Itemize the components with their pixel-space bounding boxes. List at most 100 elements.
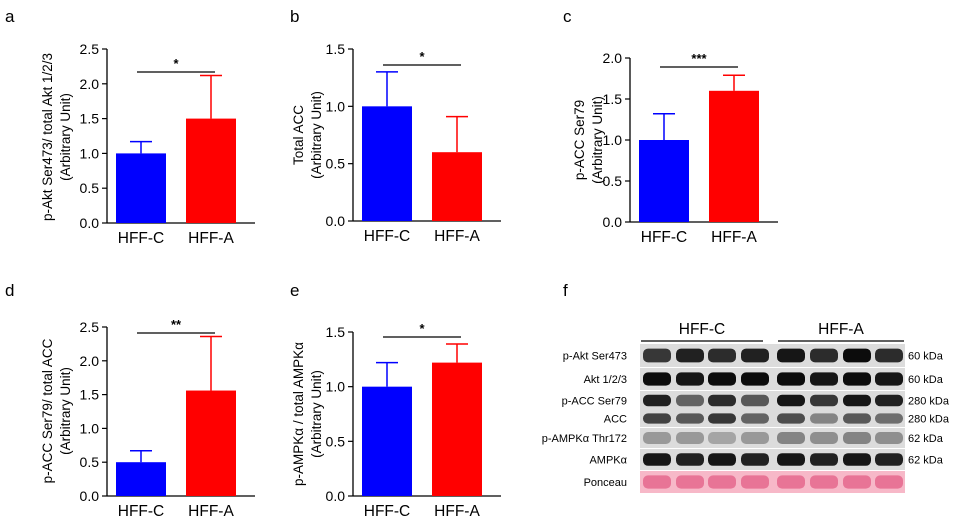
bar-hff-c <box>362 386 412 496</box>
y-axis-label: (Arbitrary Unit) <box>309 91 324 179</box>
blot-band <box>810 348 838 363</box>
blot-band <box>875 394 903 407</box>
chart-panel-d: d 0.0 0.5 1.0 1.5 2.0 2.5 p-ACC Ser79/ total AC… <box>5 281 255 520</box>
blot-band <box>708 432 736 444</box>
chart-panel-b: b 0.0 0.5 1.0 1.5 Total ACC (Arbitrary Unit) HF… <box>290 7 501 245</box>
blot-band <box>643 413 671 424</box>
y-tick-label: 0.5 <box>80 454 100 470</box>
blot-band <box>843 453 871 466</box>
significance-marker: ** <box>171 317 182 332</box>
y-axis-label: (Arbitrary Unit) <box>58 367 73 455</box>
blot-band <box>676 475 704 489</box>
chart-panel-e: e 0.0 0.5 1.0 1.5 p-AMPKα / total AMPKα (Arbit… <box>290 281 501 520</box>
blot-strip <box>640 449 905 470</box>
blot-band <box>741 348 769 363</box>
bar-hff-a <box>709 90 759 222</box>
blot-band <box>708 394 736 407</box>
y-axis-label: p-Akt Ser473/ total Akt 1/2/3 <box>40 53 55 221</box>
bar-hff-c <box>362 106 412 221</box>
y-tick-label: 1.5 <box>326 324 346 340</box>
blot-band <box>777 394 805 407</box>
blot-band <box>843 394 871 407</box>
blot-band <box>875 348 903 363</box>
y-axis-label: (Arbitrary Unit) <box>590 96 605 184</box>
y-tick-label: 1.0 <box>326 379 346 395</box>
bar-hff-a <box>186 390 236 496</box>
y-tick-label: 1.0 <box>603 132 623 148</box>
blot-row-label: Akt 1/2/3 <box>584 374 627 386</box>
y-tick-label: 0.0 <box>603 214 623 230</box>
blot-kda-label: 280 kDa <box>908 414 950 426</box>
blot-row-label: p-Akt Ser473 <box>563 351 627 363</box>
y-axis-label: p-ACC Ser79 <box>572 100 587 180</box>
y-tick-label: 2.0 <box>80 353 100 369</box>
blot-band <box>643 394 671 407</box>
significance-marker: * <box>419 49 425 64</box>
blot-band <box>810 394 838 407</box>
y-tick-label: 0.0 <box>326 488 346 504</box>
blot-band <box>777 475 805 489</box>
y-tick-label: 1.0 <box>80 145 100 161</box>
blot-band <box>875 432 903 444</box>
y-axis-label: (Arbitrary Unit) <box>309 370 324 458</box>
blot-band <box>741 372 769 386</box>
blot-group-label: HFF-A <box>818 321 864 338</box>
blot-row-label: p-AMPKα Thr172 <box>542 433 627 445</box>
blot-band <box>777 453 805 466</box>
y-tick-label: 0.5 <box>326 433 346 449</box>
x-tick-label: HFF-C <box>364 228 411 245</box>
x-tick-label: HFF-C <box>364 503 411 520</box>
blot-band <box>676 432 704 444</box>
blot-band <box>777 413 805 424</box>
blot-kda-label: 60 kDa <box>908 351 944 363</box>
blot-band <box>741 394 769 407</box>
blot-band <box>875 475 903 489</box>
blot-kda-label: 62 kDa <box>908 455 944 467</box>
y-axis-label: (Arbitrary Unit) <box>58 93 73 181</box>
significance-marker: * <box>173 56 179 71</box>
y-tick-label: 2.0 <box>80 76 100 92</box>
blot-band <box>810 413 838 424</box>
chart-panel-c: c 0.0 0.5 1.0 1.5 2.0 p-ACC Ser79 (Arbitrary Un… <box>563 7 778 246</box>
blot-band <box>643 475 671 489</box>
panel-label-d: d <box>5 281 14 300</box>
blot-band <box>676 348 704 363</box>
blot-strip <box>640 391 905 410</box>
blot-strip <box>640 410 905 427</box>
significance-marker: * <box>419 321 425 336</box>
panel-label-f: f <box>563 281 568 300</box>
blot-kda-label: 62 kDa <box>908 433 944 445</box>
bar-hff-c <box>639 140 689 222</box>
bar-hff-a <box>432 152 482 221</box>
y-tick-label: 1.5 <box>603 91 623 107</box>
blot-band <box>741 475 769 489</box>
blot-band <box>708 413 736 424</box>
bar-hff-c <box>116 153 166 223</box>
y-tick-label: 0.5 <box>603 173 623 189</box>
y-tick-label: 1.0 <box>326 98 346 114</box>
blot-kda-label: 60 kDa <box>908 374 944 386</box>
blot-band <box>676 453 704 466</box>
blot-band <box>708 372 736 386</box>
y-tick-label: 1.5 <box>80 111 100 127</box>
blot-row-label: p-ACC Ser79 <box>562 396 627 408</box>
blot-band <box>676 372 704 386</box>
blot-band <box>643 432 671 444</box>
y-tick-label: 2.5 <box>80 319 100 335</box>
blot-band <box>676 413 704 424</box>
blot-kda-label: 280 kDa <box>908 396 950 408</box>
blot-band <box>708 453 736 466</box>
blot-group-label: HFF-C <box>679 321 726 338</box>
bar-hff-c <box>116 462 166 496</box>
blot-band <box>843 413 871 424</box>
y-tick-label: 1.0 <box>80 420 100 436</box>
x-tick-label: HFF-A <box>711 229 757 246</box>
significance-marker: *** <box>691 51 707 66</box>
blot-strip <box>640 344 905 367</box>
blot-band <box>741 432 769 444</box>
blot-band <box>843 475 871 489</box>
y-tick-label: 2.0 <box>603 50 623 66</box>
blot-band <box>843 348 871 363</box>
y-tick-label: 0.5 <box>80 180 100 196</box>
blot-strip <box>640 368 905 390</box>
